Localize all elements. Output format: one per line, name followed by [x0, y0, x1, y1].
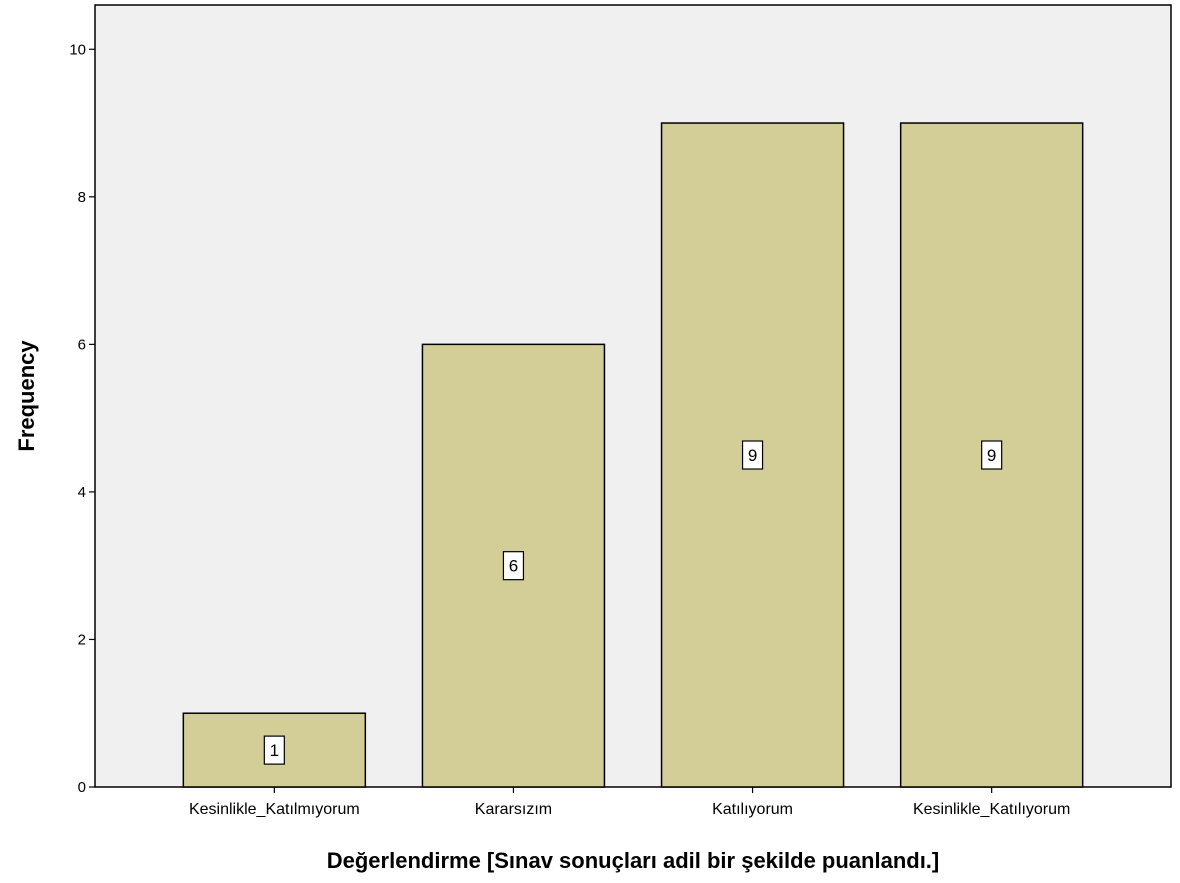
y-tick-label: 4	[78, 484, 86, 501]
data-label-box	[981, 440, 1003, 470]
y-tick-label: 10	[69, 41, 86, 58]
data-label-box	[263, 735, 285, 765]
x-tick-label: Kararsızım	[475, 801, 552, 818]
data-label: 9	[748, 446, 757, 465]
x-tick-label: Kesinlikle_Katılıyorum	[913, 801, 1070, 818]
bars-group: 169 9	[182, 122, 1084, 788]
data-label: 6	[509, 557, 518, 576]
data-label-box	[741, 440, 764, 470]
y-tick-label: 6	[78, 336, 86, 353]
data-label: 9	[987, 446, 996, 465]
data-label-box	[502, 551, 525, 581]
x-axis-title: Değerlendirme [Sınav sonuçları adil bir …	[327, 848, 940, 873]
x-tick-label: Katılıyorum	[712, 801, 793, 818]
x-axis: Kesinlikle_Katılmıyorum Kararsızım Katılıy…	[189, 787, 1070, 818]
y-tick-label: 0	[78, 779, 86, 796]
y-tick-label: 8	[78, 189, 86, 206]
data-label: 1	[270, 741, 279, 760]
x-tick-label: Kesinlikle_Katılmıyorum	[189, 801, 360, 818]
y-tick-label: 2	[78, 631, 86, 648]
y-axis: 0 2 4 6 8 10	[69, 41, 95, 796]
y-axis-title: Frequency	[14, 340, 39, 452]
